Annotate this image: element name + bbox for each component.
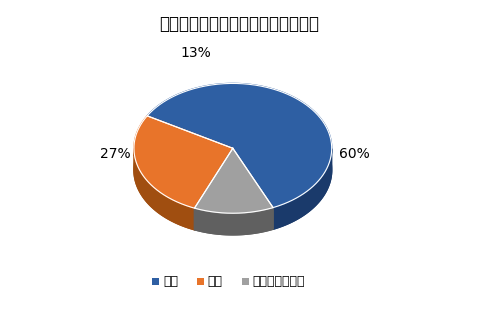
Polygon shape [273, 149, 332, 229]
Bar [242, 278, 249, 285]
Text: どちらでもない: どちらでもない [252, 275, 305, 288]
Polygon shape [147, 105, 332, 229]
Text: 27%: 27% [100, 147, 130, 162]
Text: ハスラーのインテリアの満足度調査: ハスラーのインテリアの満足度調査 [159, 15, 319, 33]
Text: 満足: 満足 [163, 275, 178, 288]
Bar [152, 278, 159, 285]
Text: 不満: 不満 [208, 275, 223, 288]
Polygon shape [233, 148, 273, 229]
Polygon shape [195, 148, 233, 230]
Polygon shape [134, 138, 233, 230]
Text: 60%: 60% [339, 147, 370, 162]
Polygon shape [134, 149, 195, 230]
Bar [197, 278, 204, 285]
Polygon shape [195, 148, 273, 213]
Polygon shape [195, 170, 273, 235]
Polygon shape [147, 83, 332, 208]
Polygon shape [195, 148, 233, 230]
Polygon shape [195, 208, 273, 235]
Polygon shape [233, 148, 273, 229]
Text: 13%: 13% [180, 45, 211, 60]
Polygon shape [134, 116, 233, 208]
